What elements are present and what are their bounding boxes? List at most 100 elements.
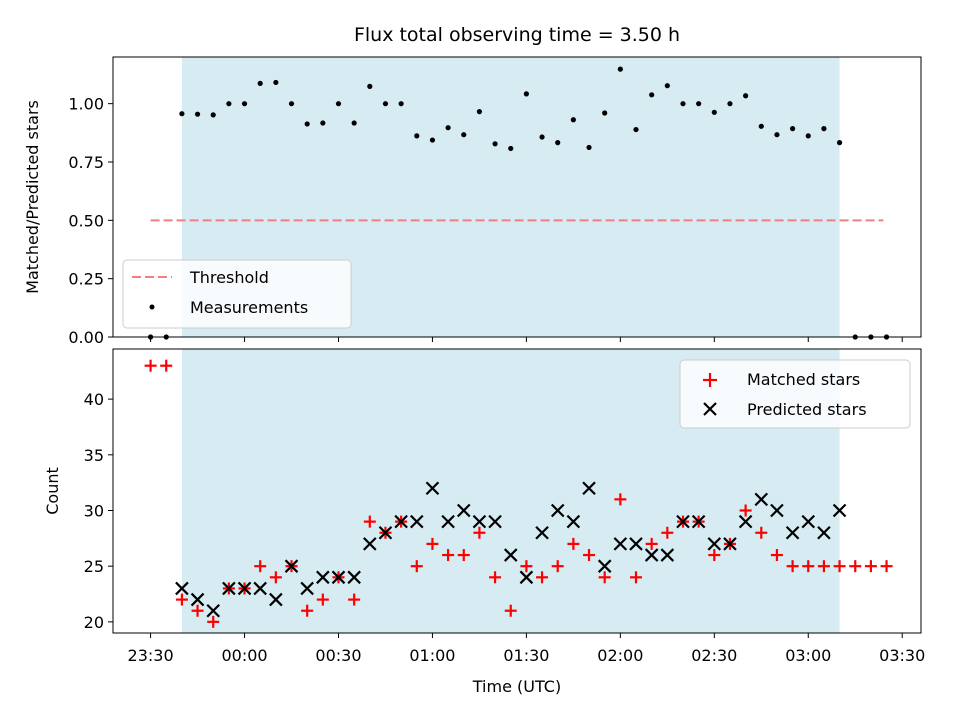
predicted-star-point	[707, 537, 722, 551]
measurement-point	[617, 66, 623, 72]
x-tick-label: 23:30	[128, 646, 174, 665]
predicted-star-point	[331, 570, 346, 585]
predicted-star-point	[770, 503, 784, 518]
predicted-star-point	[175, 581, 189, 596]
predicted-star-point	[410, 514, 424, 529]
measurement-point	[382, 101, 389, 107]
top-legend: Threshold Measurements	[122, 259, 352, 329]
predicted-star-point	[613, 537, 628, 551]
matched-star-point	[630, 571, 643, 584]
measurement-point	[836, 140, 843, 146]
matched-star-point	[269, 571, 282, 584]
count-points	[144, 359, 893, 628]
matched-star-point	[254, 560, 267, 573]
bottom-legend: Matched stars Predicted stars	[679, 359, 911, 429]
bottom-y-tick-label: 40	[84, 390, 104, 409]
measurement-point	[508, 145, 514, 152]
measurement-point	[789, 126, 796, 132]
predicted-star-point	[832, 503, 847, 518]
measurement-point	[304, 121, 310, 127]
matched-star-point	[301, 604, 314, 617]
top-y-tick-label: 1.00	[68, 95, 104, 114]
predicted-star-point	[363, 537, 377, 551]
legend-predicted-swatch	[703, 402, 717, 416]
legend-matched-label: Matched stars	[747, 370, 860, 389]
top-y-tick-label: 0.50	[68, 211, 104, 230]
x-tick-label: 03:00	[785, 646, 831, 665]
legend-predicted-label: Predicted stars	[747, 400, 867, 419]
measurement-point	[210, 112, 216, 118]
predicted-star-point	[644, 548, 659, 562]
x-axis-label: Time (UTC)	[472, 677, 561, 696]
predicted-star-point	[425, 481, 440, 495]
matched-star-point	[614, 493, 627, 506]
matched-star-point	[708, 549, 721, 562]
measurement-point	[523, 91, 529, 97]
measurement-point	[649, 92, 655, 98]
predicted-star-point	[754, 492, 769, 507]
bottom-y-axis-label: Count	[43, 467, 62, 515]
legend-measurements-label: Measurements	[190, 298, 308, 317]
bottom-panel: 20 25 30 35 40 23:30 00:00 00:30 01:00 01:30 02:0…	[43, 348, 925, 696]
matched-star-point	[160, 359, 173, 372]
measurement-point	[194, 111, 201, 117]
measurement-point	[351, 120, 357, 126]
measurement-point	[774, 132, 780, 138]
matched-star-point	[144, 359, 157, 372]
measurement-point	[805, 133, 811, 139]
matched-star-point	[191, 604, 204, 617]
matched-star-point	[410, 560, 423, 573]
matched-star-point	[504, 604, 517, 617]
predicted-star-point	[691, 514, 706, 529]
matched-star-point	[849, 560, 862, 573]
top-axes-frame	[112, 56, 922, 338]
predicted-star-point	[597, 559, 612, 573]
measurement-point	[241, 101, 248, 107]
measurement-point	[367, 83, 373, 89]
predicted-star-point	[347, 570, 361, 585]
top-x-ticks	[150, 337, 903, 342]
measurement-point	[288, 101, 295, 107]
matched-star-point	[598, 571, 611, 584]
predicted-star-point	[237, 581, 252, 596]
measurement-points	[147, 66, 890, 340]
predicted-star-point	[535, 525, 549, 540]
measurement-point	[179, 111, 185, 117]
measurement-point	[273, 79, 279, 86]
predicted-star-point	[253, 581, 267, 596]
predicted-star-point	[316, 570, 330, 585]
bottom-y-tick-label: 30	[84, 501, 104, 520]
measurement-point	[602, 110, 608, 116]
matched-star-point	[316, 593, 329, 606]
predicted-star-point	[269, 592, 283, 607]
predicted-star-point	[566, 514, 581, 529]
x-tick-label: 00:30	[315, 646, 361, 665]
matched-star-point	[489, 571, 502, 584]
top-y-tick-label: 0.25	[68, 270, 104, 289]
predicted-star-point	[723, 537, 737, 551]
bottom-axes-frame	[112, 348, 922, 634]
matched-star-point	[207, 615, 220, 628]
matched-star-point	[536, 571, 549, 584]
measurement-point	[461, 132, 467, 138]
predicted-star-point	[676, 514, 690, 529]
predicted-star-point	[472, 514, 487, 529]
matched-star-point	[551, 560, 564, 573]
measurement-point	[664, 83, 670, 89]
measurement-point	[743, 93, 749, 99]
matched-star-point	[363, 515, 376, 528]
bottom-y-ticks: 20 25 30 35 40	[84, 390, 113, 632]
x-tick-label: 00:00	[221, 646, 267, 665]
legend-measurements-swatch	[149, 304, 155, 310]
matched-star-point	[473, 526, 486, 539]
x-tick-label: 01:00	[409, 646, 455, 665]
measurement-point	[696, 101, 702, 107]
matched-star-point	[817, 560, 830, 573]
predicted-star-point	[785, 525, 800, 540]
measurement-point	[758, 123, 764, 129]
matched-star-point	[786, 560, 799, 573]
measurement-point	[335, 101, 342, 107]
top-y-tick-label: 0.75	[68, 153, 104, 172]
predicted-star-point	[801, 514, 816, 529]
matched-star-point	[457, 549, 470, 562]
